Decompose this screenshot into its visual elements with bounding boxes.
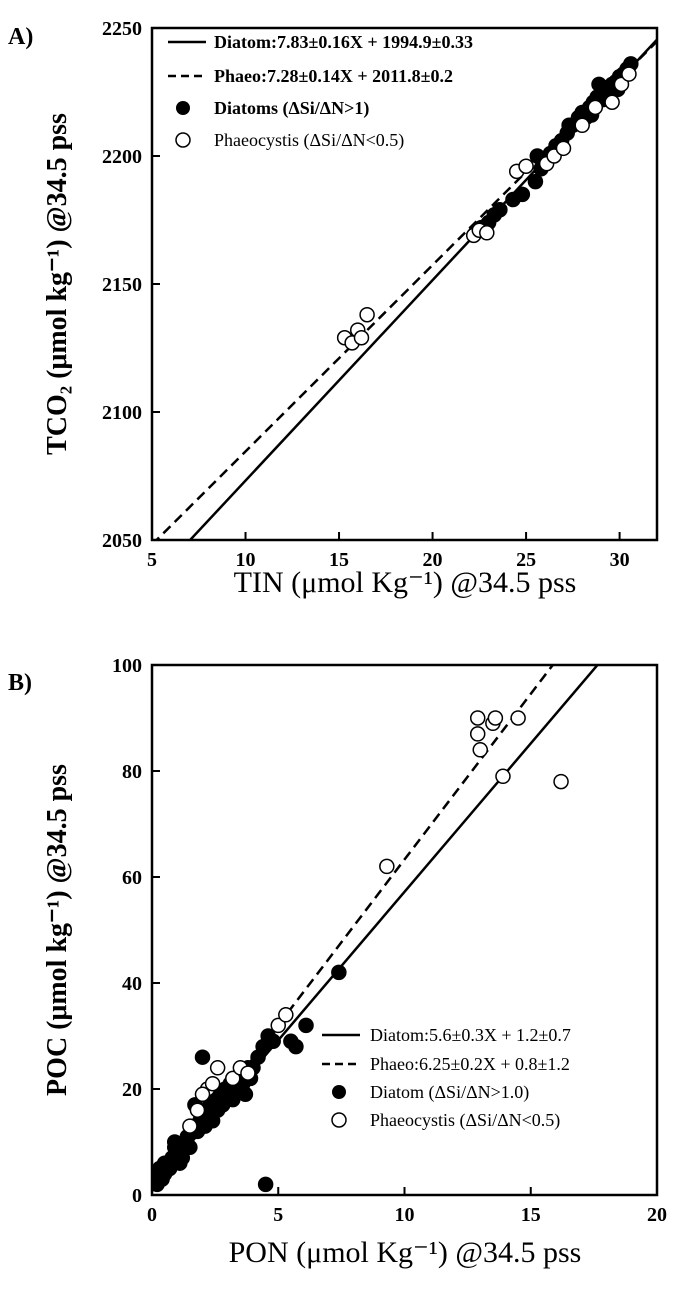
- panel-b-point-phaeocystis: [495, 768, 511, 785]
- panel-b-point-diatom: [331, 964, 347, 981]
- panel-b-point-phaeocystis: [510, 710, 526, 726]
- panel-b-point-phaeocystis: [240, 1065, 256, 1081]
- panel-b-point-phaeocystis: [278, 1007, 294, 1023]
- panel-b-points: [152, 710, 569, 1193]
- panel-b-point-diatom: [194, 1049, 211, 1065]
- panel-b-point-diatom: [298, 1017, 314, 1034]
- panel-a-label: A): [8, 24, 33, 50]
- legend-a-phaeo-fit: Phaeo:7.28±0.14X + 2011.8±0.2: [214, 66, 453, 86]
- panel-a-point-phaeocystis: [613, 76, 630, 93]
- panel-a-point-phaeocystis: [359, 306, 375, 323]
- x-tick-label: 25: [516, 549, 536, 571]
- y-tick-label: 2150: [102, 274, 142, 296]
- panel-b-point-phaeocystis: [194, 1086, 211, 1103]
- panel-b-point-phaeocystis: [469, 726, 486, 742]
- panel-a-point-phaeocystis: [604, 94, 620, 110]
- panel-a: A) 5 10 15 20 25 30 2050 2100 2150 2200 2250 TIN (…: [8, 18, 659, 599]
- x-tick-label: 30: [610, 549, 630, 571]
- panel-b-point-diatom: [166, 1134, 183, 1150]
- panel-b-point-phaeocystis: [379, 858, 395, 875]
- x-tick-label: 0: [147, 1204, 157, 1226]
- panel-a-point-diatom: [492, 202, 508, 218]
- panel-b-point-diatom: [288, 1038, 304, 1055]
- panel-b-point-phaeocystis: [204, 1075, 221, 1092]
- panel-a-y-axis-title: TCO₂ (μmol kg⁻¹) @34.5 pss: [42, 113, 73, 455]
- legend-a-diatoms: Diatoms (ΔSi/ΔN>1): [214, 98, 369, 119]
- legend-b-phaeocystis: Phaeocystis (ΔSi/ΔN<0.5): [370, 1110, 560, 1131]
- y-tick-label: 2200: [102, 146, 142, 168]
- panel-b-legend: Diatom:5.6±0.3X + 1.2±0.7 Phaeo:6.25±0.2…: [322, 1025, 571, 1131]
- panel-b-point-diatom: [257, 1176, 274, 1193]
- legend-b-open-marker: [331, 1112, 347, 1128]
- panel-b-y-axis-title: POC (μmol kg⁻¹) @34.5 pss: [42, 764, 73, 1096]
- panel-a-point-phaeocystis: [518, 158, 534, 174]
- y-tick-label: 2250: [102, 18, 142, 40]
- panel-a-ticks: 5 10 15 20 25 30 2050 2100 2150 2200 2250: [102, 18, 630, 571]
- panel-a-x-axis-title: TIN (μmol Kg⁻¹) @34.5 pss: [234, 566, 577, 599]
- panel-b-point-diatom: [265, 1033, 281, 1050]
- panel-b-point-phaeocystis: [189, 1102, 206, 1118]
- legend-b-phaeo-fit: Phaeo:6.25±0.2X + 0.8±1.2: [370, 1054, 570, 1074]
- panel-a-point-phaeocystis: [621, 66, 637, 82]
- x-tick-label: 20: [423, 549, 443, 571]
- panel-a-point-diatom: [591, 76, 607, 93]
- panel-b-point-phaeocystis: [553, 773, 569, 790]
- panel-a-legend: Diatom:7.83±0.16X + 1994.9±0.33 Phaeo:7.…: [168, 32, 473, 151]
- panel-b-point-diatom: [237, 1086, 254, 1103]
- legend-a-phaeocystis: Phaeocystis (ΔSi/ΔN<0.5): [214, 130, 404, 151]
- x-tick-label: 10: [395, 1204, 415, 1226]
- panel-a-point-phaeocystis: [555, 140, 572, 157]
- panel-b-point-phaeocystis: [182, 1118, 198, 1134]
- legend-a-diatom-fit: Diatom:7.83±0.16X + 1994.9±0.33: [214, 32, 473, 52]
- y-tick-label: 0: [132, 1185, 142, 1207]
- legend-b-filled-marker: [332, 1085, 346, 1099]
- x-tick-label: 15: [521, 1204, 541, 1226]
- y-tick-label: 60: [122, 867, 142, 889]
- panel-b-point-phaeocystis: [472, 742, 488, 758]
- y-tick-label: 2050: [102, 530, 142, 552]
- panel-b-point-phaeocystis: [469, 710, 486, 726]
- y-tick-label: 40: [122, 973, 142, 995]
- panel-b-x-axis-title: PON (μmol Kg⁻¹) @34.5 pss: [229, 1236, 582, 1269]
- panel-b-label: B): [8, 670, 32, 696]
- panel-b-point-phaeocystis: [225, 1070, 241, 1087]
- legend-a-open-marker: [175, 132, 191, 148]
- x-tick-label: 20: [647, 1204, 667, 1226]
- panel-b-point-diatom: [156, 1155, 173, 1171]
- panel-b-fit-line-phaeo: [152, 665, 555, 1192]
- panel-b-point-phaeocystis: [209, 1060, 226, 1076]
- panel-a-points: [336, 56, 639, 351]
- x-tick-label: 5: [147, 549, 157, 571]
- x-tick-label: 15: [329, 549, 349, 571]
- panel-b-point-phaeocystis: [487, 710, 504, 726]
- panel-a-point-diatom: [514, 186, 531, 203]
- panel-a-point-diatom: [527, 173, 544, 190]
- y-tick-label: 80: [122, 761, 142, 783]
- panel-b-point-diatom: [182, 1139, 198, 1156]
- panel-b-point-phaeocystis: [270, 1017, 286, 1034]
- panel-b-point-diatom: [174, 1150, 191, 1166]
- x-tick-label: 5: [273, 1204, 283, 1226]
- legend-a-filled-marker: [176, 101, 190, 115]
- panel-b-ticks: 0 5 10 15 20 0 20 40 60 80 100: [112, 655, 667, 1226]
- y-tick-label: 100: [112, 655, 142, 677]
- panel-a-point-phaeocystis: [574, 117, 590, 134]
- panel-b: B) 0 5 10 15 20 0 20 40 60 80 100 PON (μmol Kg⁻¹) …: [8, 655, 667, 1269]
- panel-a-point-phaeocystis: [479, 225, 495, 241]
- legend-b-diatom: Diatom (ΔSi/ΔN>1.0): [370, 1082, 529, 1103]
- y-tick-label: 20: [122, 1079, 142, 1101]
- y-tick-label: 2100: [102, 402, 142, 424]
- legend-b-diatom-fit: Diatom:5.6±0.3X + 1.2±0.7: [370, 1025, 571, 1045]
- panel-a-point-phaeocystis: [587, 99, 604, 116]
- panel-a-point-phaeocystis: [353, 330, 370, 346]
- x-tick-label: 10: [236, 549, 256, 571]
- panel-a-point-diatom: [561, 117, 577, 134]
